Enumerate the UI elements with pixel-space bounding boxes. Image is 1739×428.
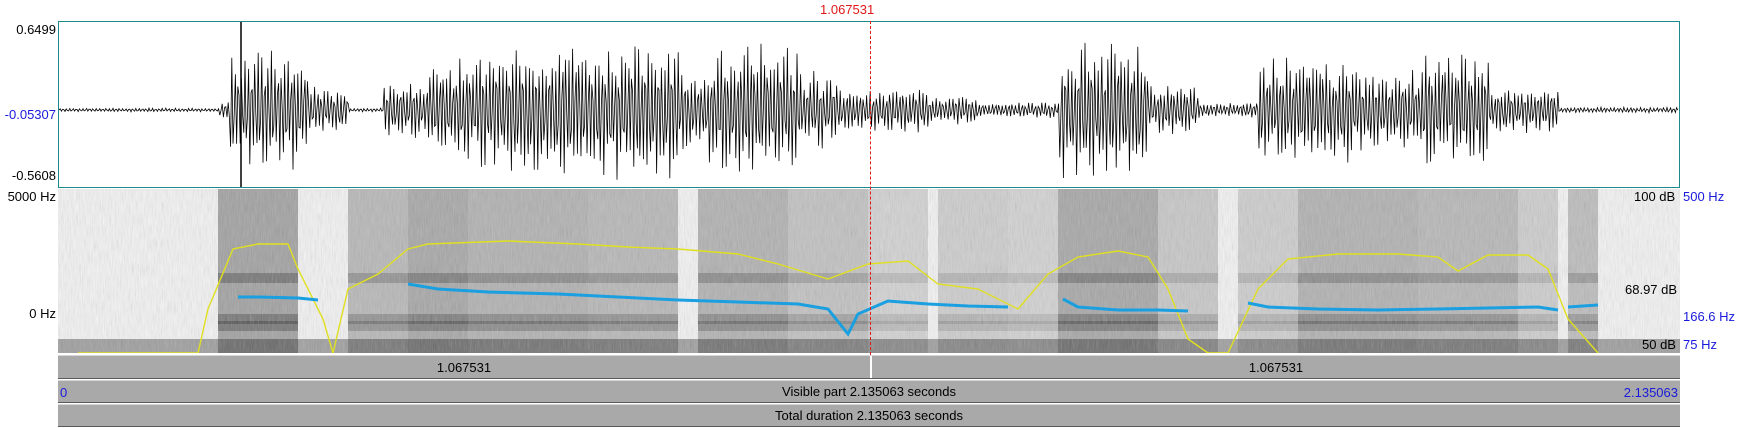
- left-duration-label: 1.067531: [436, 359, 492, 375]
- spectrogram-texture: [58, 189, 1680, 353]
- pitch-segment: [1247, 301, 1559, 312]
- intensity-contour: [78, 240, 1599, 353]
- cursor-time-label: 1.067531: [820, 2, 875, 17]
- intensity-mid-label: 68.97 dB: [1625, 282, 1678, 297]
- spectrogram-image: [58, 189, 1680, 353]
- waveform-max-label: 0.6499: [16, 22, 56, 37]
- right-duration-label: 1.067531: [1248, 359, 1304, 375]
- visible-part-label: Visible part 2.135063 seconds: [782, 384, 956, 399]
- visible-start-label: 0: [60, 385, 68, 400]
- waveform-trace: [59, 22, 1679, 187]
- pitch-segment: [238, 295, 319, 302]
- selection-bar[interactable]: 1.067531 1.067531: [58, 355, 1680, 379]
- spectrogram-freq-bottom-label: 0 Hz: [29, 306, 56, 321]
- waveform-mid-label: -0.05307: [4, 107, 56, 122]
- spectrogram-freq-top-label: 5000 Hz: [7, 189, 56, 204]
- cursor-line[interactable]: [870, 21, 871, 355]
- total-duration-bar[interactable]: Total duration 2.135063 seconds: [58, 404, 1680, 427]
- pitch-top-label: 500 Hz: [1683, 189, 1725, 204]
- intensity-top-label: 100 dB: [1634, 189, 1676, 204]
- spectrogram-panel[interactable]: [58, 189, 1680, 353]
- intensity-bottom-label: 50 dB: [1642, 337, 1676, 352]
- visible-part-bar[interactable]: 0 Visible part 2.135063 seconds 2.135063: [58, 380, 1680, 403]
- pitch-segment: [407, 282, 1009, 337]
- bar-divider: [870, 356, 872, 378]
- right-duration-segment[interactable]: 1.067531: [872, 356, 1680, 378]
- pitch-mid-label: 166.6 Hz: [1683, 309, 1736, 324]
- pitch-bottom-label: 75 Hz: [1683, 337, 1717, 352]
- left-duration-segment[interactable]: 1.067531: [58, 356, 870, 378]
- pitch-segment: [1567, 303, 1599, 309]
- waveform-path: [59, 42, 1679, 180]
- pitch-segment: [1062, 297, 1189, 313]
- total-duration-label: Total duration 2.135063 seconds: [775, 408, 963, 423]
- waveform-min-label: -0.5608: [11, 168, 56, 183]
- visible-end-label: 2.135063: [1623, 385, 1678, 400]
- waveform-panel[interactable]: [58, 21, 1680, 188]
- pitch-contour: [238, 282, 1599, 337]
